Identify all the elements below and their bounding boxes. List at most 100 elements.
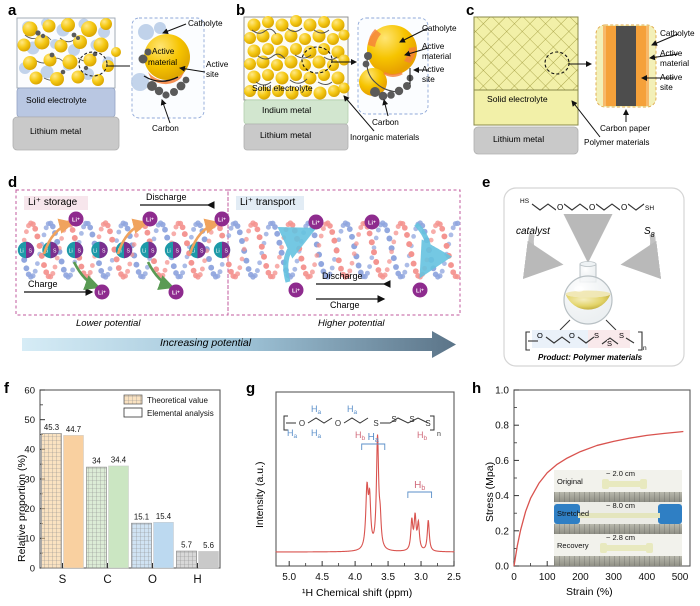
panel-a-zoom-box [131, 17, 206, 124]
svg-text:S: S [224, 248, 228, 254]
panel-c-active-site-label-1: Active [660, 73, 683, 82]
svg-text:Li: Li [191, 248, 195, 254]
svg-text:300: 300 [605, 572, 622, 583]
svg-text:500: 500 [672, 572, 689, 583]
panel-e-s8-sub: 8 [650, 232, 655, 239]
panel-b-inorganic-label: Inorganic materials [350, 133, 420, 142]
panel-c-active-site-label-2: site [660, 83, 673, 92]
panel-c-solid-electrolyte-label: Solid electrolyte [487, 94, 548, 104]
panel-e-poly-s-2: S [607, 339, 613, 349]
panel-d-right-charge-label: Charge [330, 300, 360, 310]
svg-text:4.0: 4.0 [348, 572, 362, 583]
panel-f-label: f [4, 380, 9, 397]
panel-e-reagent-hs-label: HS [520, 198, 530, 205]
svg-text:Li: Li [167, 248, 171, 254]
panel-a-lithium-metal-label: Lithium metal [30, 126, 82, 136]
svg-text:0.8: 0.8 [495, 421, 509, 432]
panel-d-lower-potential-label: Lower potential [76, 318, 141, 329]
panel-e-oxygen-label-1: O [556, 203, 565, 213]
inset-state-recovery: Recovery [557, 541, 589, 550]
panel-g-x-axis-label: ¹H Chemical shift (ppm) [302, 587, 413, 600]
svg-text:Li⁺: Li⁺ [312, 220, 320, 227]
panel-f: f Relative proportion (%) 0 10 20 30 40 50 60 4… [0, 372, 232, 606]
panel-a-active-material-label-1: Active [152, 47, 175, 56]
panel-d-left-discharge-label: Discharge [146, 192, 187, 202]
inset-state-stretched: Stretched [557, 509, 590, 518]
svg-text:O: O [148, 574, 157, 586]
panel-a-catholyte-label: Catholyte [188, 19, 223, 28]
panel-h-photo-inset: Original ~ 2.0 cm Stretched ~ 8.0 cm Rec… [554, 470, 682, 566]
svg-text:S: S [126, 248, 130, 254]
panel-c-solid-electrolyte [473, 16, 592, 126]
svg-text:Ha: Ha [368, 432, 379, 444]
svg-text:Ha: Ha [347, 404, 358, 416]
svg-text:15.1: 15.1 [134, 513, 149, 522]
svg-text:34.4: 34.4 [111, 455, 127, 464]
svg-text:S: S [151, 248, 155, 254]
li-ions [68, 211, 428, 300]
svg-text:S: S [391, 415, 396, 424]
panel-c-zoom-box [571, 24, 679, 138]
svg-text:S: S [175, 248, 179, 254]
svg-text:10: 10 [24, 534, 35, 545]
reagent-molecule [531, 203, 645, 211]
panel-d-left-title: Li⁺ storage [28, 197, 78, 208]
panel-b-solid-electrolyte-label: Solid electrolyte [252, 83, 313, 93]
panel-e-poly-s-1: S [594, 331, 600, 341]
panel-c-polymer-label: Polymer materials [584, 138, 650, 147]
increasing-potential-bar [22, 331, 456, 358]
panel-h-label: h [472, 380, 482, 397]
panel-d-gradient-label: Increasing potential [160, 337, 252, 349]
svg-text:S: S [200, 248, 204, 254]
panel-c-carbon-paper-label: Carbon paper [600, 124, 651, 133]
panel-b-active-material-label-1: Active [422, 42, 445, 51]
svg-text:40: 40 [24, 445, 35, 456]
panel-b-zoom-box [343, 17, 429, 132]
panel-e-poly-o-2: O [569, 331, 575, 341]
svg-text:15.4: 15.4 [156, 512, 172, 521]
svg-text:3.0: 3.0 [414, 572, 428, 583]
svg-text:S: S [425, 419, 430, 428]
svg-text:100: 100 [539, 572, 556, 583]
svg-text:0.2: 0.2 [495, 526, 509, 537]
panel-g-x-axis-label-text: ¹H Chemical shift (ppm) [302, 587, 413, 599]
svg-text:30: 30 [24, 474, 35, 485]
panel-e-product-caption: Product: Polymer materials [538, 353, 643, 362]
svg-text:4.5: 4.5 [315, 572, 329, 583]
panel-a-active-site-label-2: site [206, 70, 219, 79]
panel-d-higher-potential-label: Higher potential [318, 318, 385, 329]
panel-e-poly-n-label: n [643, 345, 647, 352]
panel-c-catholyte-label: Catholyte [660, 29, 695, 38]
panel-d-right-discharge-label: Discharge [322, 271, 363, 281]
panel-c-lithium-metal [473, 126, 579, 155]
panel-a-label: a [8, 2, 17, 19]
panel-b-catholyte-label: Catholyte [422, 24, 457, 33]
svg-text:Li⁺: Li⁺ [98, 290, 106, 297]
round-bottom-flask [563, 261, 613, 325]
svg-text:S: S [77, 248, 81, 254]
panel-e-poly-s-3: S [619, 331, 625, 341]
panel-a-active-material-label-2: material [148, 58, 178, 67]
svg-text:O: O [299, 419, 305, 428]
panel-a-lithium-metal [12, 116, 120, 151]
inset-row-recovery: Recovery ~ 2.8 cm [554, 533, 682, 566]
panel-e-oxygen-label-3: O [620, 203, 629, 213]
svg-text:S: S [28, 248, 32, 254]
svg-text:n: n [437, 431, 441, 438]
svg-text:Li⁺: Li⁺ [146, 217, 154, 224]
svg-text:Elemental analysis: Elemental analysis [147, 409, 214, 418]
panel-e-label: e [482, 174, 491, 191]
svg-text:50: 50 [24, 415, 35, 426]
svg-text:Li⁺: Li⁺ [172, 290, 180, 297]
svg-text:S: S [373, 419, 378, 428]
svg-text:C: C [103, 574, 111, 586]
svg-text:3.5: 3.5 [381, 572, 395, 583]
svg-text:45.3: 45.3 [44, 423, 59, 432]
svg-text:60: 60 [24, 385, 35, 396]
svg-text:2.5: 2.5 [447, 572, 461, 583]
inset-row-stretched: Stretched ~ 8.0 cm [554, 501, 682, 534]
svg-text:Hb: Hb [417, 430, 428, 442]
panel-b-active-site-label-1: Active [422, 65, 445, 74]
svg-text:Ha: Ha [287, 428, 298, 440]
svg-text:200: 200 [572, 572, 589, 583]
